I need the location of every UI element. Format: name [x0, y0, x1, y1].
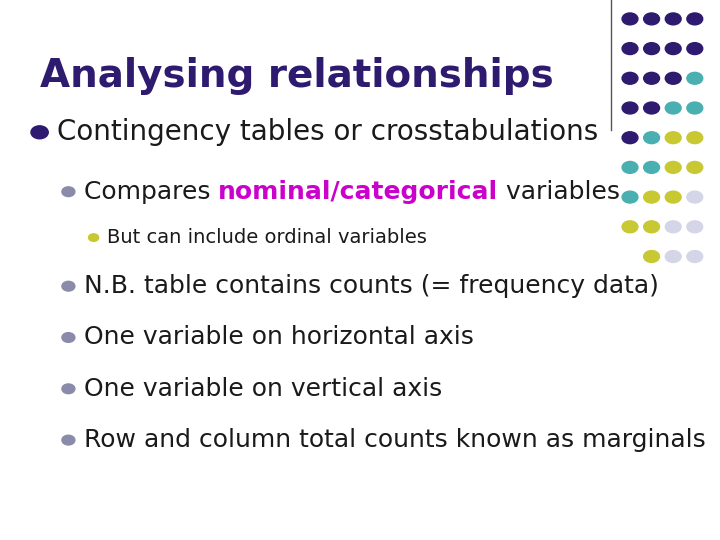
Text: One variable on horizontal axis: One variable on horizontal axis — [84, 326, 473, 349]
Text: Row and column total counts known as marginals: Row and column total counts known as mar… — [84, 428, 706, 452]
Text: nominal/categorical: nominal/categorical — [218, 180, 498, 204]
Text: One variable on vertical axis: One variable on vertical axis — [84, 377, 442, 401]
Text: N.B. table contains counts (= frequency data): N.B. table contains counts (= frequency … — [84, 274, 658, 298]
Text: But can include ordinal variables: But can include ordinal variables — [107, 228, 427, 247]
Text: Analysing relationships: Analysing relationships — [40, 57, 554, 94]
Text: Compares: Compares — [84, 180, 218, 204]
Text: Contingency tables or crosstabulations: Contingency tables or crosstabulations — [57, 118, 598, 146]
Text: variables: variables — [498, 180, 620, 204]
